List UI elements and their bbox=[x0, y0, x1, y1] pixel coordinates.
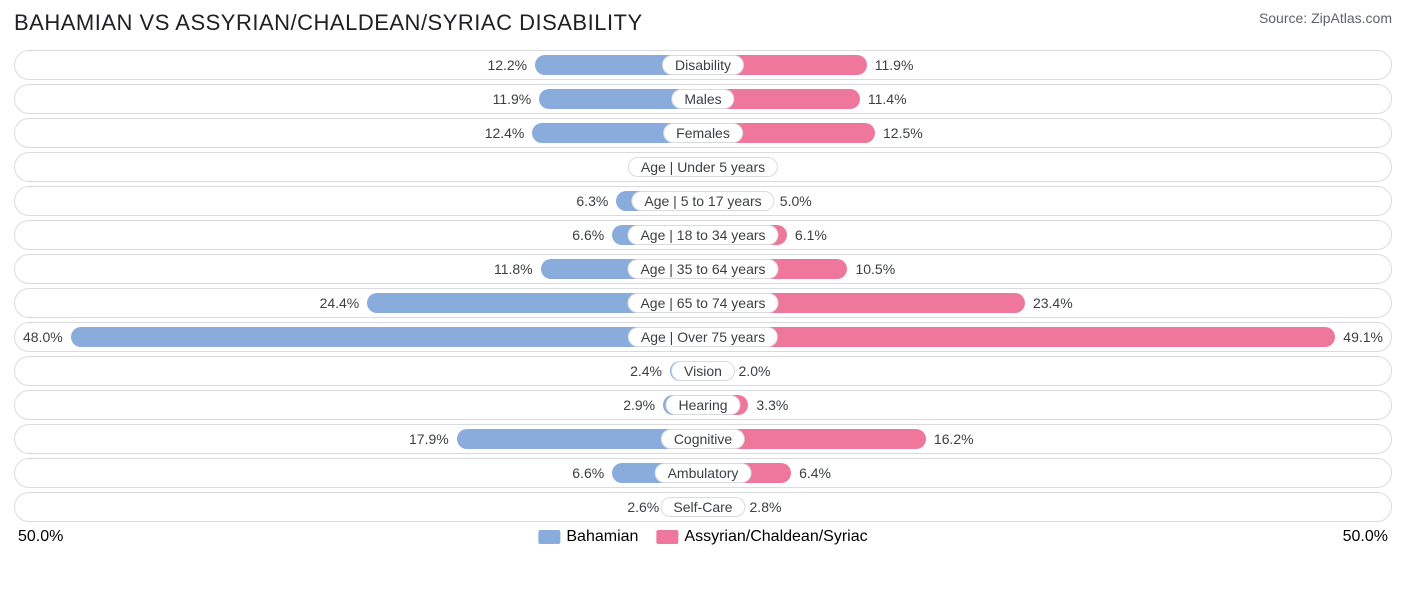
row-left-half: 11.8% bbox=[15, 255, 703, 283]
chart-row: 2.4% 2.0%Vision bbox=[14, 356, 1392, 386]
chart-row: 11.8% 10.5% Age | 35 to 64 years bbox=[14, 254, 1392, 284]
category-label: Age | 65 to 74 years bbox=[627, 293, 778, 313]
chart-row: 6.3% 5.0%Age | 5 to 17 years bbox=[14, 186, 1392, 216]
category-label: Females bbox=[663, 123, 743, 143]
chart-row: 17.9% 16.2% Cognitive bbox=[14, 424, 1392, 454]
chart-row: 6.6% 6.1% Age | 18 to 34 years bbox=[14, 220, 1392, 250]
legend-swatch-right bbox=[656, 530, 678, 544]
legend-item-right: Assyrian/Chaldean/Syriac bbox=[656, 528, 867, 546]
category-label: Age | Over 75 years bbox=[628, 327, 778, 347]
row-right-half: 12.5% bbox=[703, 119, 1391, 147]
legend-label-right: Assyrian/Chaldean/Syriac bbox=[684, 528, 867, 546]
right-value: 5.0% bbox=[772, 193, 820, 209]
category-label: Age | 18 to 34 years bbox=[627, 225, 778, 245]
row-left-half: 2.4% bbox=[15, 357, 703, 385]
chart-footer: 50.0% Bahamian Assyrian/Chaldean/Syriac … bbox=[14, 526, 1392, 548]
chart-title: BAHAMIAN VS ASSYRIAN/CHALDEAN/SYRIAC DIS… bbox=[14, 10, 643, 36]
row-right-half: 10.5% bbox=[703, 255, 1391, 283]
right-value: 12.5% bbox=[875, 125, 931, 141]
row-left-half: 6.6% bbox=[15, 459, 703, 487]
right-value: 10.5% bbox=[847, 261, 903, 277]
row-left-half: 6.6% bbox=[15, 221, 703, 249]
row-right-half: 1.1% bbox=[703, 153, 1391, 181]
right-value: 6.4% bbox=[791, 465, 839, 481]
row-right-half: 11.4% bbox=[703, 85, 1391, 113]
row-left-half: 12.4% bbox=[15, 119, 703, 147]
row-right-half: 16.2% bbox=[703, 425, 1391, 453]
right-value: 11.4% bbox=[860, 91, 915, 107]
left-value: 11.9% bbox=[485, 91, 540, 107]
row-left-half: 2.6% bbox=[15, 493, 703, 521]
left-value: 12.4% bbox=[477, 125, 533, 141]
chart-row: 12.4% 12.5% Females bbox=[14, 118, 1392, 148]
diverging-bar-chart: 12.2% 11.9% Disability 11.9% 11.4% Males 12.4%… bbox=[14, 50, 1392, 522]
left-value: 6.6% bbox=[564, 465, 612, 481]
row-left-half: 12.2% bbox=[15, 51, 703, 79]
category-label: Age | 35 to 64 years bbox=[627, 259, 778, 279]
left-value: 24.4% bbox=[312, 295, 368, 311]
chart-row: 1.3%1.1%Age | Under 5 years bbox=[14, 152, 1392, 182]
row-left-half: 24.4% bbox=[15, 289, 703, 317]
left-bar bbox=[71, 327, 703, 347]
left-value: 2.4% bbox=[622, 363, 670, 379]
chart-row: 12.2% 11.9% Disability bbox=[14, 50, 1392, 80]
row-right-half: 11.9% bbox=[703, 51, 1391, 79]
right-value: 49.1% bbox=[1335, 329, 1391, 345]
chart-row: 11.9% 11.4% Males bbox=[14, 84, 1392, 114]
legend: Bahamian Assyrian/Chaldean/Syriac bbox=[538, 528, 867, 546]
chart-row: 2.6% 2.8%Self-Care bbox=[14, 492, 1392, 522]
left-value: 2.9% bbox=[615, 397, 663, 413]
legend-swatch-left bbox=[538, 530, 560, 544]
right-value: 23.4% bbox=[1025, 295, 1081, 311]
row-left-half: 11.9% bbox=[15, 85, 703, 113]
chart-container: BAHAMIAN VS ASSYRIAN/CHALDEAN/SYRIAC DIS… bbox=[0, 0, 1406, 554]
header: BAHAMIAN VS ASSYRIAN/CHALDEAN/SYRIAC DIS… bbox=[14, 10, 1392, 36]
row-right-half: 5.0% bbox=[703, 187, 1391, 215]
row-right-half: 23.4% bbox=[703, 289, 1391, 317]
row-left-half: 48.0% bbox=[15, 323, 703, 351]
right-value: 6.1% bbox=[787, 227, 835, 243]
row-left-half: 6.3% bbox=[15, 187, 703, 215]
right-value: 3.3% bbox=[748, 397, 796, 413]
row-right-half: 2.8% bbox=[703, 493, 1391, 521]
chart-row: 48.0% 49.1% Age | Over 75 years bbox=[14, 322, 1392, 352]
right-value: 2.0% bbox=[731, 363, 779, 379]
chart-row: 2.9% 3.3% Hearing bbox=[14, 390, 1392, 420]
right-value: 2.8% bbox=[742, 499, 790, 515]
category-label: Vision bbox=[671, 361, 735, 381]
category-label: Self-Care bbox=[660, 497, 745, 517]
chart-row: 6.6% 6.4% Ambulatory bbox=[14, 458, 1392, 488]
left-value: 6.6% bbox=[564, 227, 612, 243]
row-left-half: 17.9% bbox=[15, 425, 703, 453]
right-value: 16.2% bbox=[926, 431, 982, 447]
left-value: 6.3% bbox=[568, 193, 616, 209]
left-value: 17.9% bbox=[401, 431, 457, 447]
row-left-half: 1.3% bbox=[15, 153, 703, 181]
legend-label-left: Bahamian bbox=[566, 528, 638, 546]
row-right-half: 3.3% bbox=[703, 391, 1391, 419]
category-label: Hearing bbox=[665, 395, 740, 415]
category-label: Cognitive bbox=[661, 429, 745, 449]
category-label: Age | Under 5 years bbox=[628, 157, 778, 177]
category-label: Age | 5 to 17 years bbox=[631, 191, 774, 211]
row-right-half: 2.0% bbox=[703, 357, 1391, 385]
chart-row: 24.4% 23.4% Age | 65 to 74 years bbox=[14, 288, 1392, 318]
left-value: 12.2% bbox=[479, 57, 535, 73]
category-label: Males bbox=[671, 89, 734, 109]
right-bar bbox=[703, 327, 1335, 347]
row-right-half: 49.1% bbox=[703, 323, 1391, 351]
category-label: Disability bbox=[662, 55, 744, 75]
source-label: Source: ZipAtlas.com bbox=[1259, 10, 1392, 26]
row-left-half: 2.9% bbox=[15, 391, 703, 419]
left-value: 11.8% bbox=[486, 261, 541, 277]
left-value: 48.0% bbox=[15, 329, 71, 345]
right-value: 11.9% bbox=[867, 57, 922, 73]
row-right-half: 6.4% bbox=[703, 459, 1391, 487]
category-label: Ambulatory bbox=[655, 463, 752, 483]
row-right-half: 6.1% bbox=[703, 221, 1391, 249]
legend-item-left: Bahamian bbox=[538, 528, 638, 546]
